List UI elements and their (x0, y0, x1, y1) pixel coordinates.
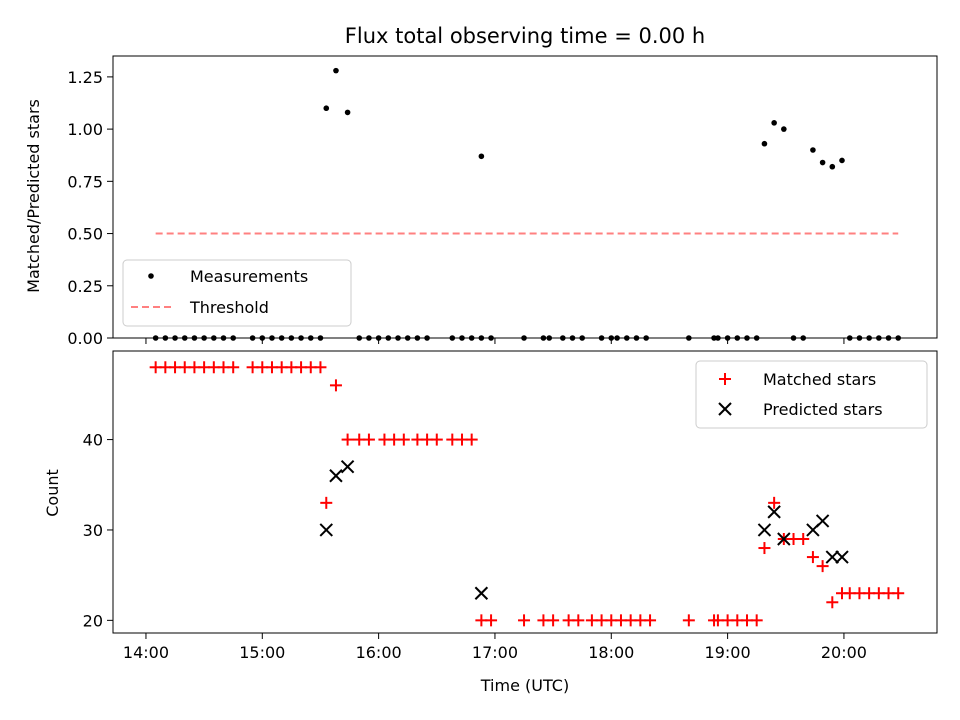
x-tick-label: 19:00 (705, 643, 751, 662)
measurement-point (344, 109, 351, 116)
top-panel: Flux total observing time = 0.00 h Match… (24, 24, 938, 348)
y-tick-label: 1.25 (67, 68, 103, 87)
bottom-x-ticks: 14:00 15:00 16:00 17:00 18:00 19:00 20:00 (123, 633, 867, 662)
y-tick-label: 40 (83, 431, 103, 450)
matched-star-point (768, 496, 781, 509)
legend-predicted-marker (718, 402, 732, 416)
measurement-point (323, 105, 330, 112)
x-tick-label: 18:00 (588, 643, 634, 662)
legend-measurements-marker (148, 273, 154, 279)
matched-star-point (750, 614, 763, 627)
matched-star-point (485, 614, 498, 627)
top-legend-box (122, 259, 352, 327)
predicted-star-point (329, 469, 343, 483)
x-tick-label: 16:00 (356, 643, 402, 662)
matched-star-point (518, 614, 531, 627)
y-tick-label: 1.00 (67, 120, 103, 139)
matched-star-point (892, 587, 905, 600)
y-tick-label: 30 (83, 521, 103, 540)
y-tick-label: 0.75 (67, 172, 103, 191)
legend-matched-label: Matched stars (763, 370, 876, 389)
matched-star-point (758, 542, 771, 555)
legend-measurements-label: Measurements (190, 267, 308, 286)
predicted-star-point (757, 523, 772, 537)
matched-star-point (430, 433, 443, 446)
y-tick-label: 0.25 (67, 277, 103, 296)
predicted-star-point (825, 550, 840, 564)
matched-star-point (227, 361, 240, 374)
measurement-point (829, 163, 836, 170)
legend-predicted-label: Predicted stars (763, 400, 883, 419)
x-tick-label: 15:00 (239, 643, 285, 662)
top-axes-frame (112, 55, 938, 339)
top-y-axis-label: Matched/Predicted stars (24, 99, 43, 293)
matched-star-point (806, 551, 819, 564)
measurement-point (819, 159, 826, 166)
y-tick-label: 0.00 (67, 329, 103, 348)
matched-star-point (547, 614, 560, 627)
predicted-star-point (815, 514, 830, 528)
matched-star-point (644, 614, 657, 627)
predicted-star-point (777, 532, 791, 546)
measurement-point (781, 126, 787, 132)
bottom-axes-frame (112, 350, 938, 634)
x-tick-label: 20:00 (821, 643, 867, 662)
matched-star-point (341, 433, 354, 446)
bottom-legend: Matched stars Predicted stars (695, 360, 928, 429)
matched-star-point (826, 596, 839, 609)
bottom-y-ticks: 20 30 40 (83, 431, 113, 630)
matched-star-point (397, 433, 410, 446)
measurement-point (333, 67, 339, 74)
chart-title: Flux total observing time = 0.00 h (345, 24, 705, 48)
matched-star-point (572, 614, 585, 627)
matched-star-point (362, 433, 375, 446)
bottom-y-axis-label: Count (43, 469, 62, 517)
matched-star-point (320, 496, 333, 509)
measurement-point (771, 120, 777, 126)
matched-star-point (465, 433, 478, 446)
matched-star-point (329, 379, 342, 392)
bottom-legend-box (695, 360, 928, 429)
matched-star-point (816, 560, 829, 573)
measurement-point (839, 157, 845, 164)
x-axis-label: Time (UTC) (480, 676, 569, 695)
matched-star-point (797, 533, 810, 545)
matched-star-point (314, 361, 327, 374)
measurement-point (810, 147, 816, 153)
matched-star-point (682, 614, 695, 627)
measurement-point (761, 140, 768, 147)
top-legend: Measurements Threshold (122, 259, 352, 327)
x-tick-label: 17:00 (472, 643, 518, 662)
predicted-star-point (340, 459, 355, 474)
predicted-star-point (319, 523, 333, 537)
x-tick-label: 14:00 (123, 643, 169, 662)
legend-threshold-label: Threshold (189, 298, 269, 317)
top-y-ticks: 0.00 0.25 0.50 0.75 1.00 1.25 (67, 68, 113, 348)
y-tick-label: 20 (83, 611, 103, 630)
measurement-point (478, 153, 485, 160)
predicted-star-point (474, 586, 489, 600)
predicted-star-point (835, 550, 849, 564)
predicted-star-point (767, 505, 781, 519)
y-tick-label: 0.50 (67, 225, 103, 244)
bottom-plot-area (149, 361, 905, 627)
legend-matched-marker (719, 373, 731, 385)
